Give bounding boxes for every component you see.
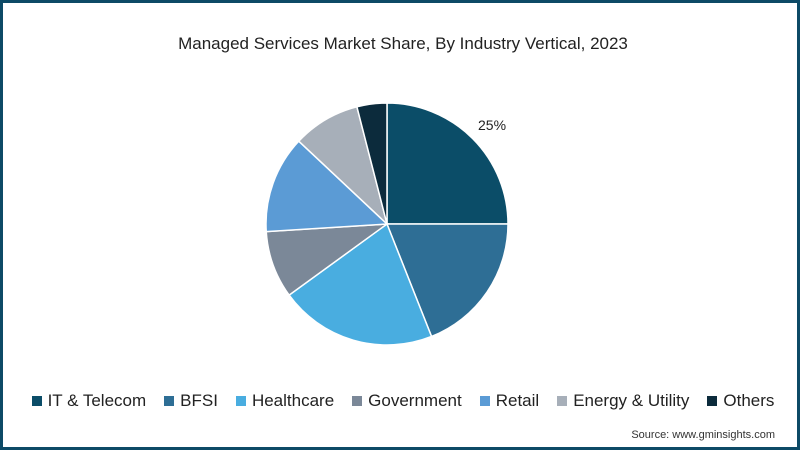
pie-slice-it-telecom[interactable]	[386, 102, 509, 225]
legend-label: IT & Telecom	[47, 391, 147, 410]
legend-item-government[interactable]: Government	[352, 391, 462, 411]
legend-label: Healthcare	[251, 391, 335, 410]
source-note: Source: www.gminsights.com	[631, 429, 775, 441]
legend-swatch-icon	[352, 396, 363, 406]
legend-label: Energy & Utility	[573, 391, 690, 410]
pie-slice-healthcare[interactable]	[288, 222, 433, 346]
legend-label: Government	[368, 391, 462, 410]
legend-swatch-icon	[235, 396, 246, 406]
legend-swatch-icon	[707, 396, 718, 406]
legend-swatch-icon	[479, 396, 490, 406]
legend-item-others[interactable]: Others	[707, 391, 774, 411]
pie-slice-others[interactable]	[355, 102, 388, 225]
legend-swatch-icon	[557, 396, 568, 406]
pie-chart: 25%	[265, 102, 509, 346]
legend: IT & Telecom BFSI Healthcare Government Reta…	[3, 391, 800, 411]
legend-label: Retail	[495, 391, 540, 410]
legend-swatch-icon	[164, 396, 175, 406]
data-label-it-telecom: 25%	[478, 117, 506, 133]
chart-title: Managed Services Market Share, By Indust…	[178, 34, 628, 53]
legend-item-healthcare[interactable]: Healthcare	[235, 391, 335, 411]
pie-slice-retail[interactable]	[265, 140, 389, 233]
legend-item-bfsi[interactable]: BFSI	[164, 391, 218, 411]
legend-item-energy-utility[interactable]: Energy & Utility	[557, 391, 689, 411]
pie-slices	[265, 102, 509, 346]
legend-item-it-telecom[interactable]: IT & Telecom	[31, 391, 147, 411]
legend-swatch-icon	[31, 396, 42, 406]
legend-item-retail[interactable]: Retail	[479, 391, 540, 411]
legend-label: Others	[723, 391, 775, 410]
pie-slice-bfsi[interactable]	[385, 223, 509, 338]
legend-label: BFSI	[180, 391, 218, 410]
